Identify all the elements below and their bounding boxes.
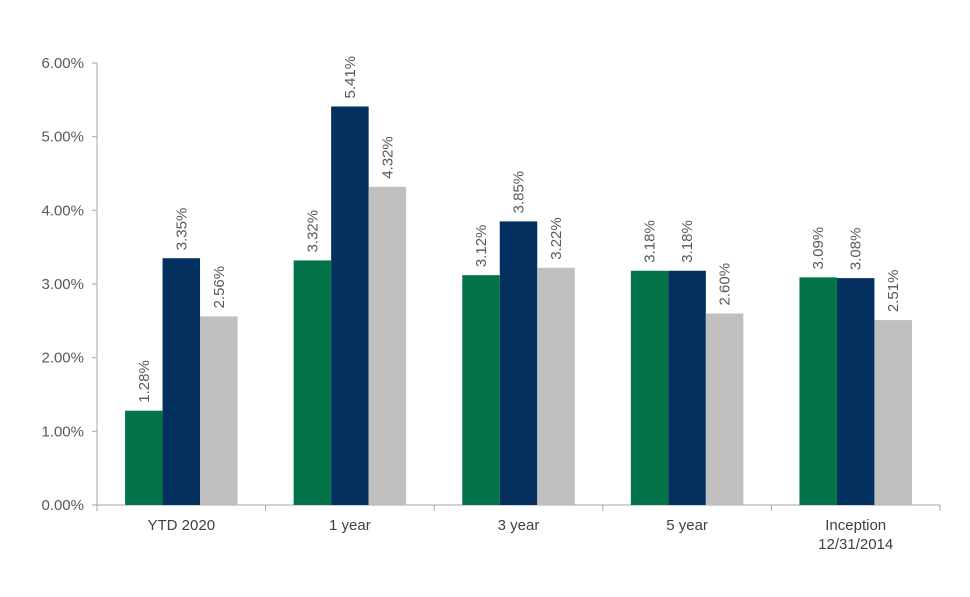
- bar: [368, 186, 407, 505]
- y-tick-label: 2.00%: [41, 350, 84, 367]
- bar: [462, 275, 500, 505]
- y-tick-label: 4.00%: [41, 202, 84, 219]
- x-category-label-line: 3 year: [498, 517, 540, 534]
- x-category-label-line: YTD 2020: [148, 517, 216, 534]
- x-axis: YTD 2020 1 year 3 year 5 year Inception 12/31…: [96, 504, 941, 553]
- x-category-label: 1 year: [329, 517, 371, 534]
- data-label: 1.28%: [136, 360, 153, 403]
- x-category-label: YTD 2020: [148, 517, 216, 534]
- data-label: 3.08%: [848, 228, 865, 271]
- y-tick-label: 3.00%: [41, 276, 84, 293]
- data-label: 2.56%: [211, 266, 228, 309]
- data-label: 2.60%: [717, 263, 734, 306]
- bar: [499, 221, 538, 505]
- data-label: 3.35%: [173, 208, 190, 251]
- bar: [125, 410, 163, 505]
- x-category-label-line: 12/31/2014: [818, 536, 893, 553]
- bar: [537, 267, 575, 505]
- bar: [200, 316, 238, 505]
- data-label: 5.41%: [342, 56, 359, 99]
- bar: [162, 258, 201, 505]
- bar: [705, 313, 744, 505]
- data-label: 3.32%: [304, 210, 321, 253]
- data-label: 3.18%: [679, 220, 696, 263]
- bar: [630, 270, 669, 505]
- data-label: 2.51%: [885, 270, 902, 313]
- x-category-label: Inception 12/31/2014: [818, 517, 893, 553]
- bar: [293, 260, 332, 505]
- data-label: 3.85%: [511, 171, 528, 214]
- y-tick-label: 5.00%: [41, 129, 84, 146]
- bar: [874, 320, 912, 505]
- data-label: 3.18%: [642, 220, 659, 263]
- bar: [668, 270, 706, 505]
- data-label: 4.32%: [379, 136, 396, 179]
- y-tick-label: 6.00%: [41, 55, 84, 72]
- bars: [125, 106, 912, 506]
- data-labels: 1.28% 3.35% 2.56% 3.32% 5.41% 4.32% 3.12% 3.85%…: [136, 56, 902, 403]
- bar: [836, 278, 875, 505]
- x-category-label-line: 5 year: [666, 517, 708, 534]
- bar: [799, 277, 837, 505]
- x-category-label: 3 year: [498, 517, 540, 534]
- x-category-label-line: Inception: [825, 517, 886, 534]
- data-label: 3.12%: [473, 225, 490, 268]
- data-label: 3.09%: [810, 227, 827, 270]
- y-tick-label: 0.00%: [41, 497, 84, 514]
- bar: [331, 106, 369, 506]
- x-category-label-line: 1 year: [329, 517, 371, 534]
- y-tick-label: 1.00%: [41, 423, 84, 440]
- data-label: 3.22%: [548, 217, 565, 260]
- x-category-label: 5 year: [666, 517, 708, 534]
- y-axis: 0.00% 1.00% 2.00% 3.00% 4.00% 5.00% 6.00%: [41, 55, 98, 514]
